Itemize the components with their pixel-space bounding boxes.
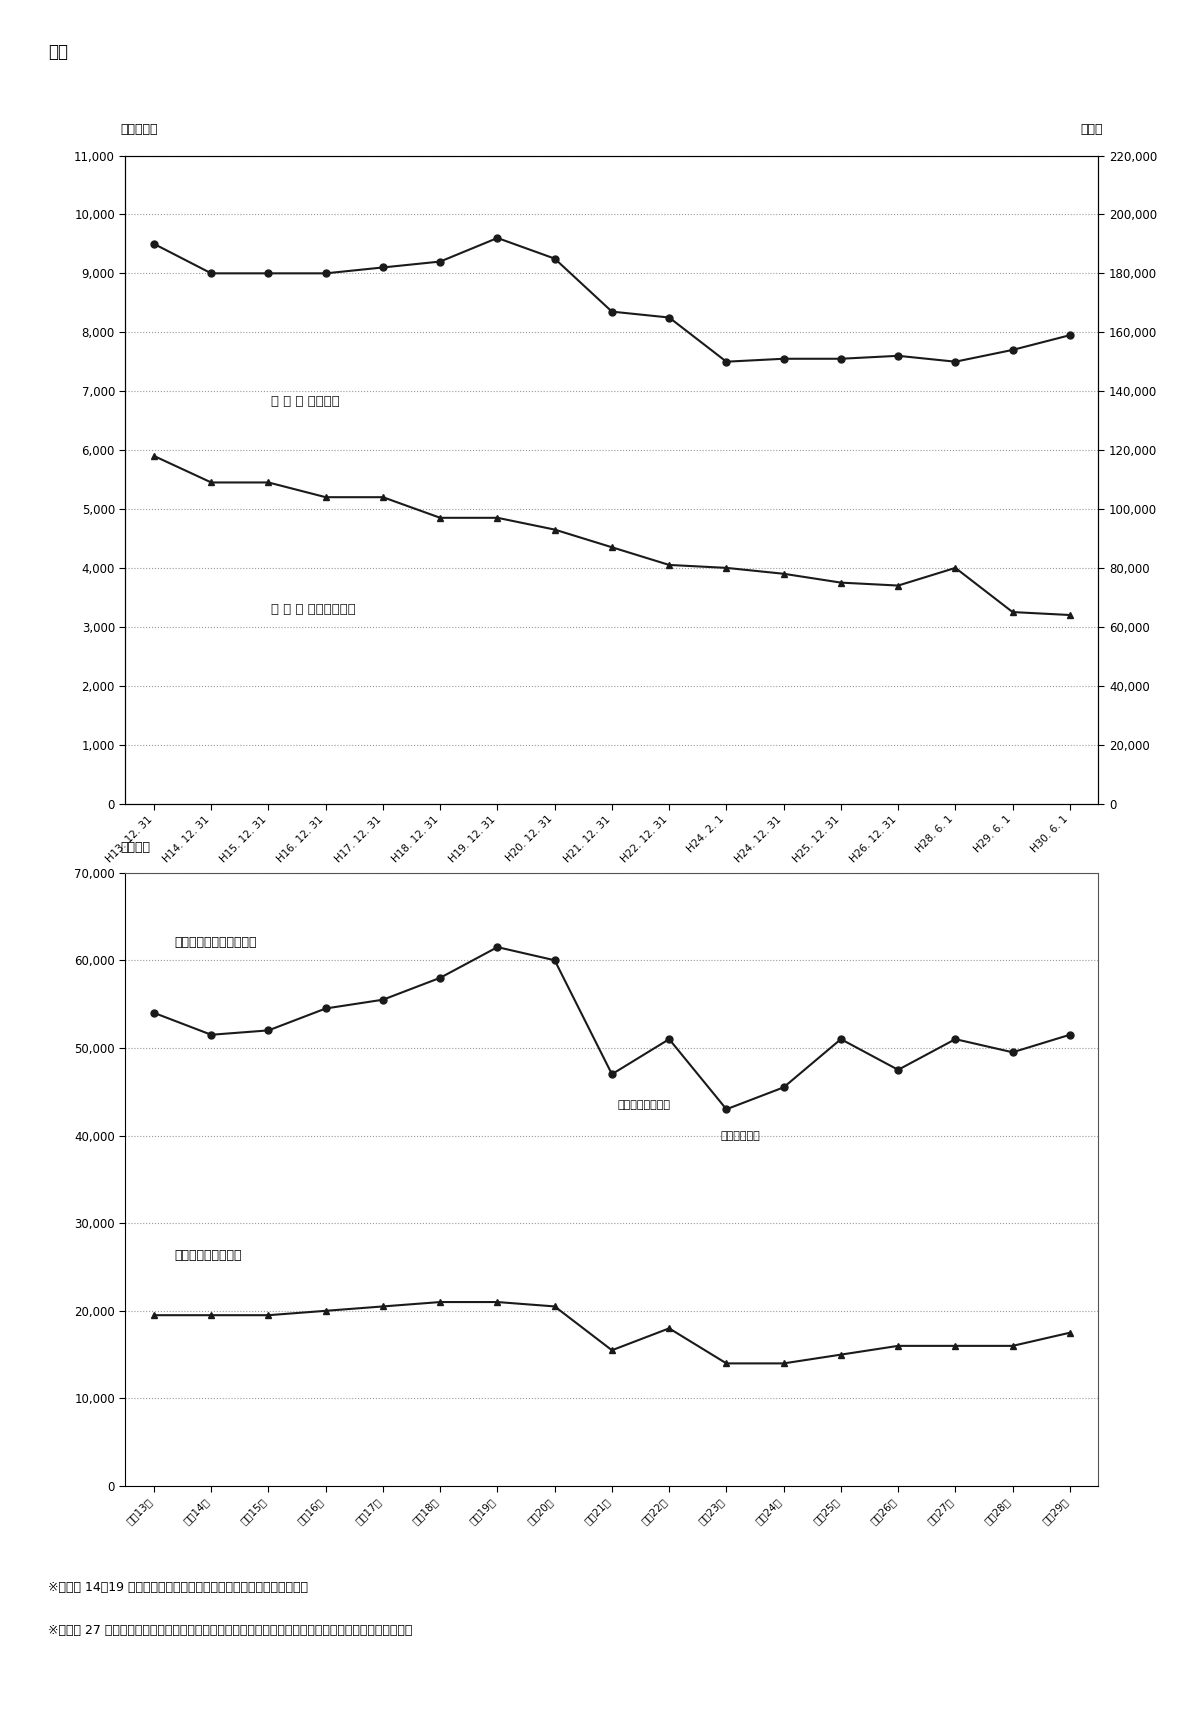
Text: 製造品出荷額等（億円）: 製造品出荷額等（億円） <box>174 937 257 949</box>
Text: ※　平成 14，19 年は調査項目の変更により前年数値とは接続しない。: ※ 平成 14，19 年は調査項目の変更により前年数値とは接続しない。 <box>48 1581 308 1595</box>
Text: 従 業 者 数（人）: 従 業 者 数（人） <box>271 396 340 408</box>
Text: （事業所）: （事業所） <box>121 123 158 137</box>
Text: 図１: 図１ <box>48 43 68 60</box>
Text: リーマンショック: リーマンショック <box>617 1101 671 1111</box>
Text: ※　平成 27 年の製造品出荷額等及び付加価値額については、個人経営調査票による調査分を含まない。: ※ 平成 27 年の製造品出荷額等及び付加価値額については、個人経営調査票による… <box>48 1624 412 1638</box>
Text: 付加価値額（億円）: 付加価値額（億円） <box>174 1249 241 1261</box>
Text: 事 業 所 数（事業所）: 事 業 所 数（事業所） <box>271 603 356 615</box>
Text: （億円）: （億円） <box>121 842 150 854</box>
Text: （人）: （人） <box>1081 123 1103 137</box>
Text: 東日本大震災: 東日本大震災 <box>721 1132 761 1140</box>
